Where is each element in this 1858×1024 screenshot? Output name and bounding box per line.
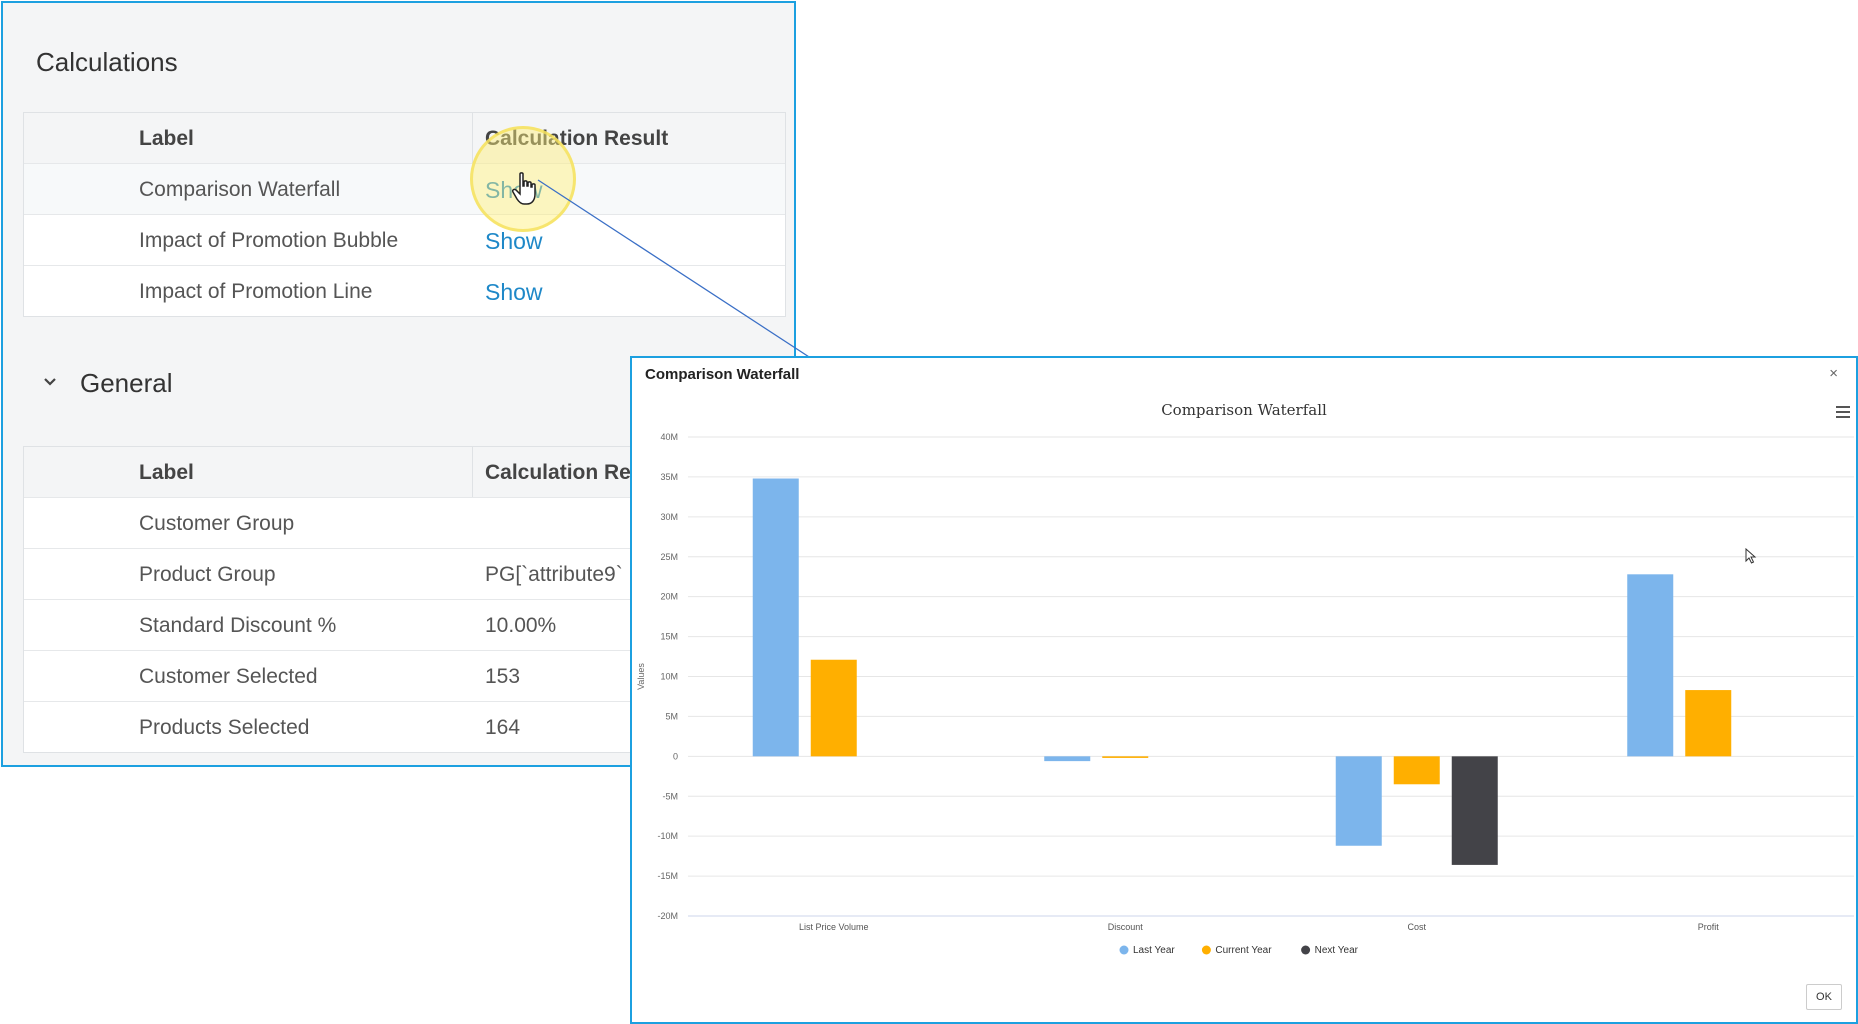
bar-last-year: [1044, 756, 1091, 762]
arrow-cursor-icon: [1745, 548, 1757, 564]
chevron-down-icon[interactable]: [41, 373, 59, 391]
y-tick-label: 10M: [660, 672, 678, 682]
row-label: Product Group: [139, 563, 276, 586]
y-tick-label: 0: [673, 751, 678, 761]
table-row: Standard Discount % 10.00%: [24, 600, 785, 651]
show-promotion-bubble-link[interactable]: Show: [485, 228, 543, 254]
dialog-title: Comparison Waterfall: [645, 366, 800, 383]
y-tick-label: 15M: [660, 632, 678, 642]
y-tick-label: -15M: [657, 871, 678, 881]
general-title: General: [80, 368, 173, 398]
calculations-table: Label Calculation Result Comparison Wate…: [23, 112, 786, 317]
row-label: Impact of Promotion Line: [139, 280, 373, 303]
table-row: Customer Selected 153: [24, 651, 785, 702]
row-value: 10.00%: [485, 614, 557, 637]
close-icon[interactable]: ×: [1829, 365, 1838, 382]
row-value: 164: [485, 716, 521, 739]
x-tick-label: List Price Volume: [799, 922, 869, 932]
bar-current-year: [810, 659, 857, 757]
legend-marker: [1201, 945, 1211, 955]
legend-marker: [1301, 945, 1311, 955]
x-tick-label: Discount: [1108, 922, 1144, 932]
y-tick-label: -20M: [657, 911, 678, 921]
table-row: Impact of Promotion Bubble Show: [24, 215, 785, 266]
legend-marker: [1119, 945, 1129, 955]
x-tick-label: Profit: [1698, 922, 1720, 932]
chart-title: Comparison Waterfall: [1161, 401, 1327, 419]
ok-button[interactable]: OK: [1806, 984, 1842, 1010]
bar-last-year: [752, 478, 799, 757]
hand-cursor-icon: [512, 172, 536, 205]
row-label: Comparison Waterfall: [139, 178, 341, 201]
row-label: Impact of Promotion Bubble: [139, 229, 399, 252]
row-label: Standard Discount %: [139, 614, 337, 637]
table-row: Products Selected 164: [24, 702, 785, 752]
legend-item: Last Year: [1133, 945, 1175, 956]
legend-item: Current Year: [1215, 945, 1272, 956]
y-tick-label: 35M: [660, 472, 678, 482]
table-row: Product Group PG[`attribute9`: [24, 549, 785, 600]
table-row: Impact of Promotion Line Show: [24, 266, 785, 316]
row-label: Products Selected: [139, 716, 310, 739]
y-tick-label: 30M: [660, 512, 678, 522]
header-label: Label: [139, 461, 194, 484]
y-axis-title: Values: [636, 663, 646, 690]
comparison-waterfall-dialog: Comparison Waterfall × Comparison Waterf…: [630, 356, 1858, 1024]
header-result: Calculation Result: [485, 461, 669, 484]
bar-last-year: [1335, 756, 1382, 846]
y-tick-label: 5M: [665, 711, 678, 721]
show-promotion-line-link[interactable]: Show: [485, 279, 543, 305]
y-tick-label: -5M: [663, 791, 679, 801]
chart-menu-icon[interactable]: [1836, 406, 1850, 418]
table-row: Customer Group: [24, 498, 785, 549]
row-label: Customer Group: [139, 512, 295, 535]
legend-item: Next Year: [1315, 945, 1359, 956]
y-tick-label: 25M: [660, 552, 678, 562]
y-tick-label: 40M: [660, 432, 678, 442]
bar-current-year: [1102, 756, 1149, 758]
x-tick-label: Cost: [1407, 922, 1426, 932]
row-label: Customer Selected: [139, 665, 318, 688]
bar-next-year: [1451, 756, 1498, 865]
calculations-title: Calculations: [36, 47, 178, 77]
bar-last-year: [1627, 574, 1674, 757]
waterfall-chart: 40M 35M 30M 25M 20M 15M 10M 5M 0 -5M -10M -15M -20M V…: [636, 432, 1854, 956]
row-value: 153: [485, 665, 521, 688]
bar-current-year: [1685, 690, 1732, 757]
row-value: PG[`attribute9`: [485, 563, 623, 586]
y-tick-label: -10M: [657, 831, 678, 841]
bar-current-year: [1393, 756, 1440, 785]
y-tick-label: 20M: [660, 592, 678, 602]
header-label: Label: [139, 127, 194, 150]
